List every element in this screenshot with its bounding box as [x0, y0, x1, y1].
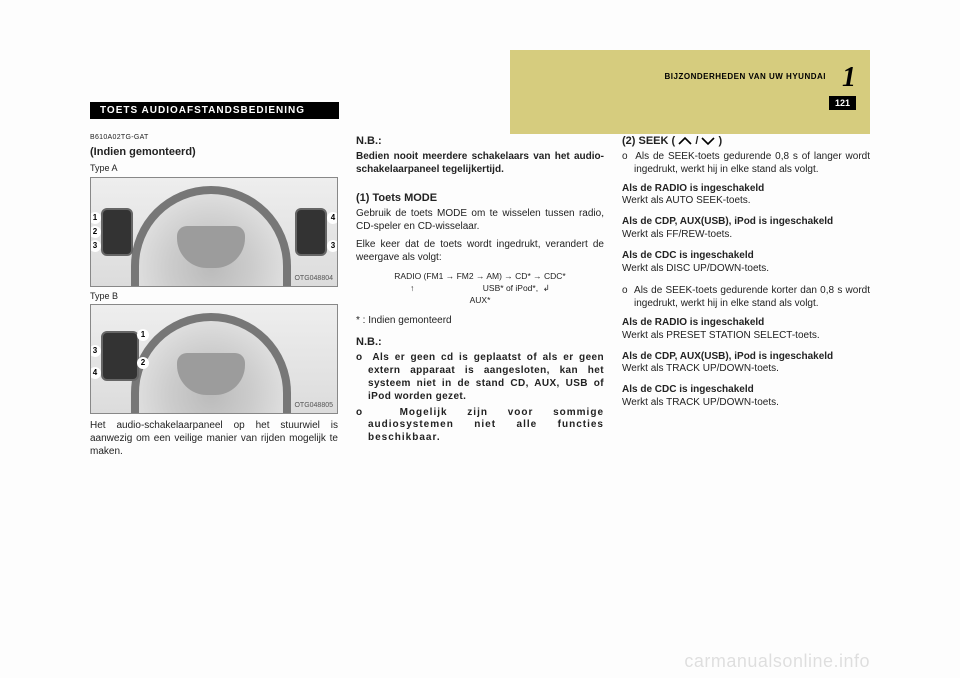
cdp-text-1: Werkt als FF/REW-toets. — [622, 229, 870, 242]
figure-a-code: OTG048804 — [294, 275, 333, 284]
cdc-heading-1: Als de CDC is ingeschakeld — [622, 250, 870, 263]
reference-code: B610A02TG-GAT — [90, 134, 338, 143]
flow-line-1: RADIO (FM1 → FM2 → AM) → CD* → CDC* — [394, 271, 565, 281]
figure-caption: Het audio-schakelaarpaneel op het stuurw… — [90, 420, 338, 458]
flow-line-3: AUX* — [470, 295, 491, 305]
column-2: N.B.: Bedien nooit meerdere schakelaars … — [356, 134, 604, 458]
radio-heading-2: Als de RADIO is ingeschakeld — [622, 317, 870, 330]
cdp-heading-2: Als de CDP, AUX(USB), iPod is ingeschake… — [622, 351, 870, 364]
seek-bullet-2: o Als de SEEK-toets gedurende korter dan… — [622, 285, 870, 311]
seek-heading: (2) SEEK ( / ) — [622, 134, 870, 148]
chevron-up-icon — [678, 136, 692, 146]
type-b-label: Type B — [90, 291, 338, 303]
subsection-title: (Indien gemonteerd) — [90, 145, 338, 159]
radio-heading-1: Als de RADIO is ingeschakeld — [622, 183, 870, 196]
seek-suffix: ) — [719, 135, 723, 147]
watermark: carmanualsonline.info — [684, 651, 870, 672]
cdc-text-1: Werkt als DISC UP/DOWN-toets. — [622, 263, 870, 276]
figure-b-code: OTG048805 — [294, 402, 333, 411]
steering-wheel-figure-b: 1 3 2 4 OTG048805 — [90, 304, 338, 414]
mode-heading: (1) Toets MODE — [356, 191, 604, 205]
flow-line-2: USB* of iPod*, — [483, 283, 538, 293]
cdc-text-2: Werkt als TRACK UP/DOWN-toets. — [622, 397, 870, 410]
cdc-heading-2: Als de CDC is ingeschakeld — [622, 384, 870, 397]
content-columns: B610A02TG-GAT (Indien gemonteerd) Type A… — [90, 134, 870, 458]
chevron-down-icon — [701, 136, 715, 146]
seek-bullet-1: o Als de SEEK-toets gedurende 0,8 s of l… — [622, 151, 870, 177]
type-a-label: Type A — [90, 163, 338, 175]
mode-flow-diagram: RADIO (FM1 → FM2 → AM) → CD* → CDC* ↑ US… — [356, 271, 604, 307]
chapter-title: BIJZONDERHEDEN VAN UW HYUNDAI — [665, 72, 826, 81]
mode-paragraph-1: Gebruik de toets MODE om te wisselen tus… — [356, 208, 604, 234]
nb-item-1: o Als er geen cd is geplaatst of als er … — [356, 352, 604, 403]
seek-prefix: (2) SEEK ( — [622, 135, 675, 147]
column-1: B610A02TG-GAT (Indien gemonteerd) Type A… — [90, 134, 338, 458]
nb-item-2: o Mogelijk zijn voor sommige audiosystem… — [356, 407, 604, 445]
steering-wheel-figure-a: 1 2 3 4 3 OTG048804 — [90, 177, 338, 287]
footnote: * : Indien gemonteerd — [356, 315, 604, 328]
chapter-number: 1 — [842, 62, 856, 94]
radio-text-1: Werkt als AUTO SEEK-toets. — [622, 195, 870, 208]
page-number: 121 — [829, 96, 856, 110]
nb-label-2: N.B.: — [356, 335, 604, 349]
nb-text-1: Bedien nooit meerdere schakelaars van he… — [356, 151, 604, 177]
cdp-text-2: Werkt als TRACK UP/DOWN-toets. — [622, 363, 870, 376]
section-heading: TOETS AUDIOAFSTANDSBEDIENING — [90, 102, 339, 119]
header-band — [510, 50, 870, 134]
manual-page: 1 BIJZONDERHEDEN VAN UW HYUNDAI 121 TOET… — [90, 50, 870, 610]
nb-label-1: N.B.: — [356, 134, 604, 148]
mode-paragraph-2: Elke keer dat de toets wordt ingedrukt, … — [356, 239, 604, 265]
column-3: (2) SEEK ( / ) o Als de SEEK-toets gedur… — [622, 134, 870, 458]
radio-text-2: Werkt als PRESET STATION SELECT-toets. — [622, 330, 870, 343]
nb-list: o Als er geen cd is geplaatst of als er … — [356, 352, 604, 445]
cdp-heading-1: Als de CDP, AUX(USB), iPod is ingeschake… — [622, 216, 870, 229]
